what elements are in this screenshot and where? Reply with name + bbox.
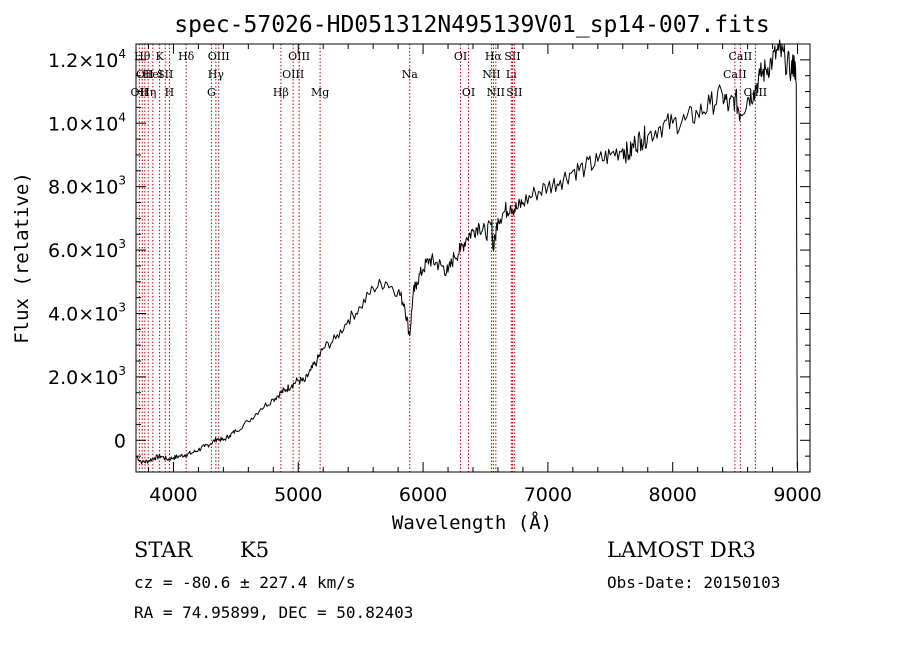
line-label: OIII (282, 68, 304, 81)
object-subclass: K5 (240, 538, 270, 562)
line-label: OIII (208, 50, 230, 63)
line-label: Na (402, 68, 419, 81)
y-tick-label: 4.0×103 (48, 300, 126, 325)
line-label: G (207, 86, 216, 99)
line-label: H (165, 86, 175, 99)
line-label: OI (454, 50, 467, 63)
spectrum-edge (795, 85, 798, 469)
x-tick-label: 4000 (149, 484, 197, 506)
redshift-cz: cz = -80.6 ± 227.4 km/s (134, 573, 356, 592)
x-tick-label: 8000 (649, 484, 697, 506)
line-label: SII (504, 50, 520, 63)
line-label: Hβ (273, 86, 289, 99)
x-tick-label: 9000 (773, 484, 821, 506)
spectrum-line (135, 39, 797, 465)
line-label: Li (506, 68, 517, 81)
y-tick-label: 1.0×104 (48, 110, 126, 135)
survey-name: LAMOST DR3 (607, 538, 756, 562)
line-label: OII (131, 86, 149, 99)
line-label: Mg (311, 86, 329, 99)
y-tick-label: 2.0×103 (48, 364, 126, 389)
line-label: CaII (729, 50, 753, 63)
line-label: HeI (143, 68, 163, 81)
object-class: STAR (134, 538, 193, 562)
x-tick-label: 6000 (399, 484, 447, 506)
line-label: SII (506, 86, 522, 99)
obs-date: Obs-Date: 20150103 (607, 573, 781, 592)
line-label: OII (136, 68, 154, 81)
y-tick-label: 8.0×103 (48, 174, 126, 199)
y-axis-label: Flux (relative) (11, 172, 33, 344)
line-label: K (155, 50, 164, 63)
y-tick-label: 0 (114, 430, 126, 452)
x-tick-label: 5000 (274, 484, 322, 506)
y-tick-label: 6.0×103 (48, 237, 126, 262)
line-label: Hδ (178, 50, 195, 63)
x-tick-label: 7000 (524, 484, 572, 506)
line-label: CaII (723, 68, 747, 81)
line-label: NII (482, 68, 500, 81)
coordinates: RA = 74.95899, DEC = 50.82403 (134, 603, 414, 622)
line-label: Hη (140, 86, 156, 99)
line-label: OIII (288, 50, 310, 63)
x-axis-label: Wavelength (Å) (392, 511, 552, 534)
line-label: SII (157, 68, 173, 81)
line-label: Hγ (208, 68, 225, 81)
line-label: Hα (485, 50, 503, 63)
y-tick-label: 1.2×104 (48, 47, 126, 72)
chart-title: spec-57026-HD051312N495139V01_sp14-007.f… (174, 12, 769, 38)
line-label: OI (462, 86, 475, 99)
plot-frame (135, 43, 811, 473)
line-label: NII (487, 86, 505, 99)
